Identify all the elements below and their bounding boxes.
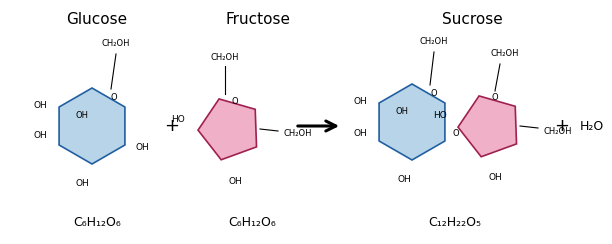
Text: OH: OH: [135, 143, 149, 152]
Text: CH₂OH: CH₂OH: [491, 50, 519, 59]
Text: OH: OH: [395, 108, 408, 116]
Text: OH: OH: [488, 173, 502, 183]
Text: CH₂OH: CH₂OH: [420, 38, 448, 47]
Text: HO: HO: [433, 112, 447, 121]
Text: CH₂OH: CH₂OH: [211, 52, 239, 61]
Text: O: O: [111, 93, 118, 102]
Text: C₆H₁₂O₆: C₆H₁₂O₆: [228, 215, 276, 228]
Polygon shape: [59, 88, 125, 164]
Text: +: +: [165, 117, 179, 135]
Text: HO: HO: [171, 114, 185, 123]
Text: CH₂OH: CH₂OH: [284, 130, 312, 139]
Text: OH: OH: [75, 180, 89, 189]
Polygon shape: [458, 96, 517, 157]
Text: Sucrose: Sucrose: [442, 11, 502, 27]
Text: Glucose: Glucose: [67, 11, 127, 27]
Text: O: O: [491, 93, 498, 102]
Text: OH: OH: [353, 98, 367, 106]
Text: Fructose: Fructose: [225, 11, 291, 27]
Polygon shape: [198, 99, 256, 160]
Text: H₂O: H₂O: [580, 120, 604, 132]
Text: OH: OH: [397, 175, 411, 184]
Text: OH: OH: [33, 132, 47, 141]
Text: O: O: [453, 130, 460, 139]
Text: +: +: [554, 117, 570, 135]
Text: C₆H₁₂O₆: C₆H₁₂O₆: [73, 215, 121, 228]
Text: OH: OH: [353, 130, 367, 139]
Text: O: O: [232, 96, 238, 105]
Text: OH: OH: [33, 102, 47, 111]
Text: CH₂OH: CH₂OH: [102, 40, 130, 49]
Text: OH: OH: [228, 176, 242, 185]
Polygon shape: [379, 84, 445, 160]
Text: C₁₂H₂₂O₅: C₁₂H₂₂O₅: [428, 215, 482, 228]
Text: OH: OH: [75, 112, 89, 121]
Text: O: O: [431, 90, 438, 99]
Text: CH₂OH: CH₂OH: [543, 126, 572, 135]
